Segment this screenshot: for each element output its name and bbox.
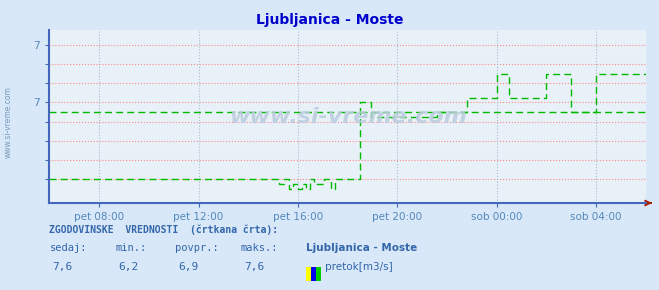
Text: Ljubljanica - Moste: Ljubljanica - Moste: [256, 13, 403, 27]
Bar: [306, 267, 311, 281]
Text: Ljubljanica - Moste: Ljubljanica - Moste: [306, 243, 418, 253]
Text: 7,6: 7,6: [53, 262, 73, 272]
Bar: [316, 267, 321, 281]
Text: povpr.:: povpr.:: [175, 243, 218, 253]
Text: maks.:: maks.:: [241, 243, 278, 253]
Text: ZGODOVINSKE  VREDNOSTI  (črtkana črta):: ZGODOVINSKE VREDNOSTI (črtkana črta):: [49, 225, 279, 235]
Text: 6,2: 6,2: [119, 262, 139, 272]
Text: 7,6: 7,6: [244, 262, 264, 272]
Text: 6,9: 6,9: [178, 262, 198, 272]
Text: www.si-vreme.com: www.si-vreme.com: [229, 107, 467, 127]
Text: www.si-vreme.com: www.si-vreme.com: [3, 86, 13, 158]
Text: sedaj:: sedaj:: [49, 243, 87, 253]
Text: pretok[m3/s]: pretok[m3/s]: [325, 262, 393, 272]
Text: min.:: min.:: [115, 243, 146, 253]
Bar: [311, 267, 316, 281]
